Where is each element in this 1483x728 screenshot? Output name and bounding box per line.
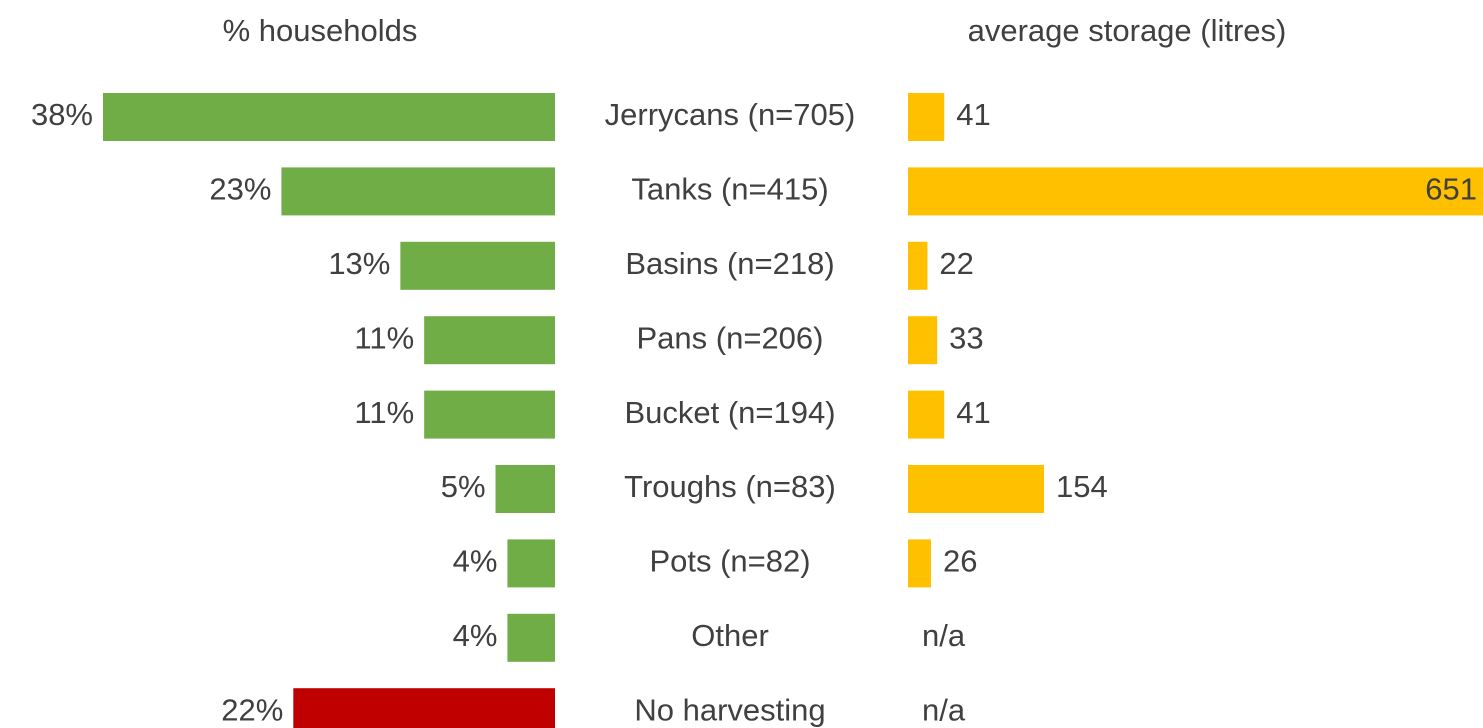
bar: [281, 167, 555, 216]
bar: [103, 93, 555, 141]
category-label: No harvesting: [634, 692, 825, 727]
category-label: Bucket (n=194): [624, 395, 835, 430]
bar: [507, 539, 555, 588]
value-label: 23%: [209, 172, 271, 207]
value-label: 13%: [328, 246, 390, 281]
value-label: 651: [1425, 172, 1477, 207]
bar: [424, 390, 555, 439]
value-label: 26: [943, 544, 977, 579]
bar: [908, 316, 938, 365]
value-label: 5%: [441, 469, 486, 504]
bar: [908, 465, 1045, 513]
bar: [908, 93, 945, 141]
value-label: 33: [949, 320, 983, 355]
value-label: n/a: [922, 692, 966, 727]
bar: [908, 167, 1483, 216]
value-label: 22%: [221, 692, 283, 727]
value-label: 41: [956, 395, 990, 430]
bar: [908, 241, 928, 290]
bar: [495, 465, 555, 513]
value-label: 41: [956, 97, 990, 132]
category-label: Other: [691, 618, 769, 653]
bar: [908, 539, 931, 588]
category-label: Basins (n=218): [625, 246, 834, 281]
bar: [424, 316, 555, 365]
value-label: 11%: [354, 320, 414, 355]
value-label: 4%: [453, 618, 498, 653]
value-label: 22: [939, 246, 973, 281]
value-label: 11%: [354, 395, 414, 430]
value-label: 38%: [31, 97, 93, 132]
category-label: Pots (n=82): [649, 544, 810, 579]
bar: [908, 390, 945, 439]
category-label: Pans (n=206): [637, 320, 824, 355]
left-title: % households: [223, 13, 418, 48]
category-label: Troughs (n=83): [624, 469, 836, 504]
value-label: 154: [1056, 469, 1108, 504]
category-label: Jerrycans (n=705): [605, 97, 856, 132]
right-title: average storage (litres): [968, 13, 1287, 48]
bar: [507, 613, 555, 662]
value-label: 4%: [453, 544, 498, 579]
bar: [293, 688, 555, 728]
category-label: Tanks (n=415): [631, 172, 828, 207]
value-label: n/a: [922, 618, 966, 653]
bar: [400, 241, 555, 290]
